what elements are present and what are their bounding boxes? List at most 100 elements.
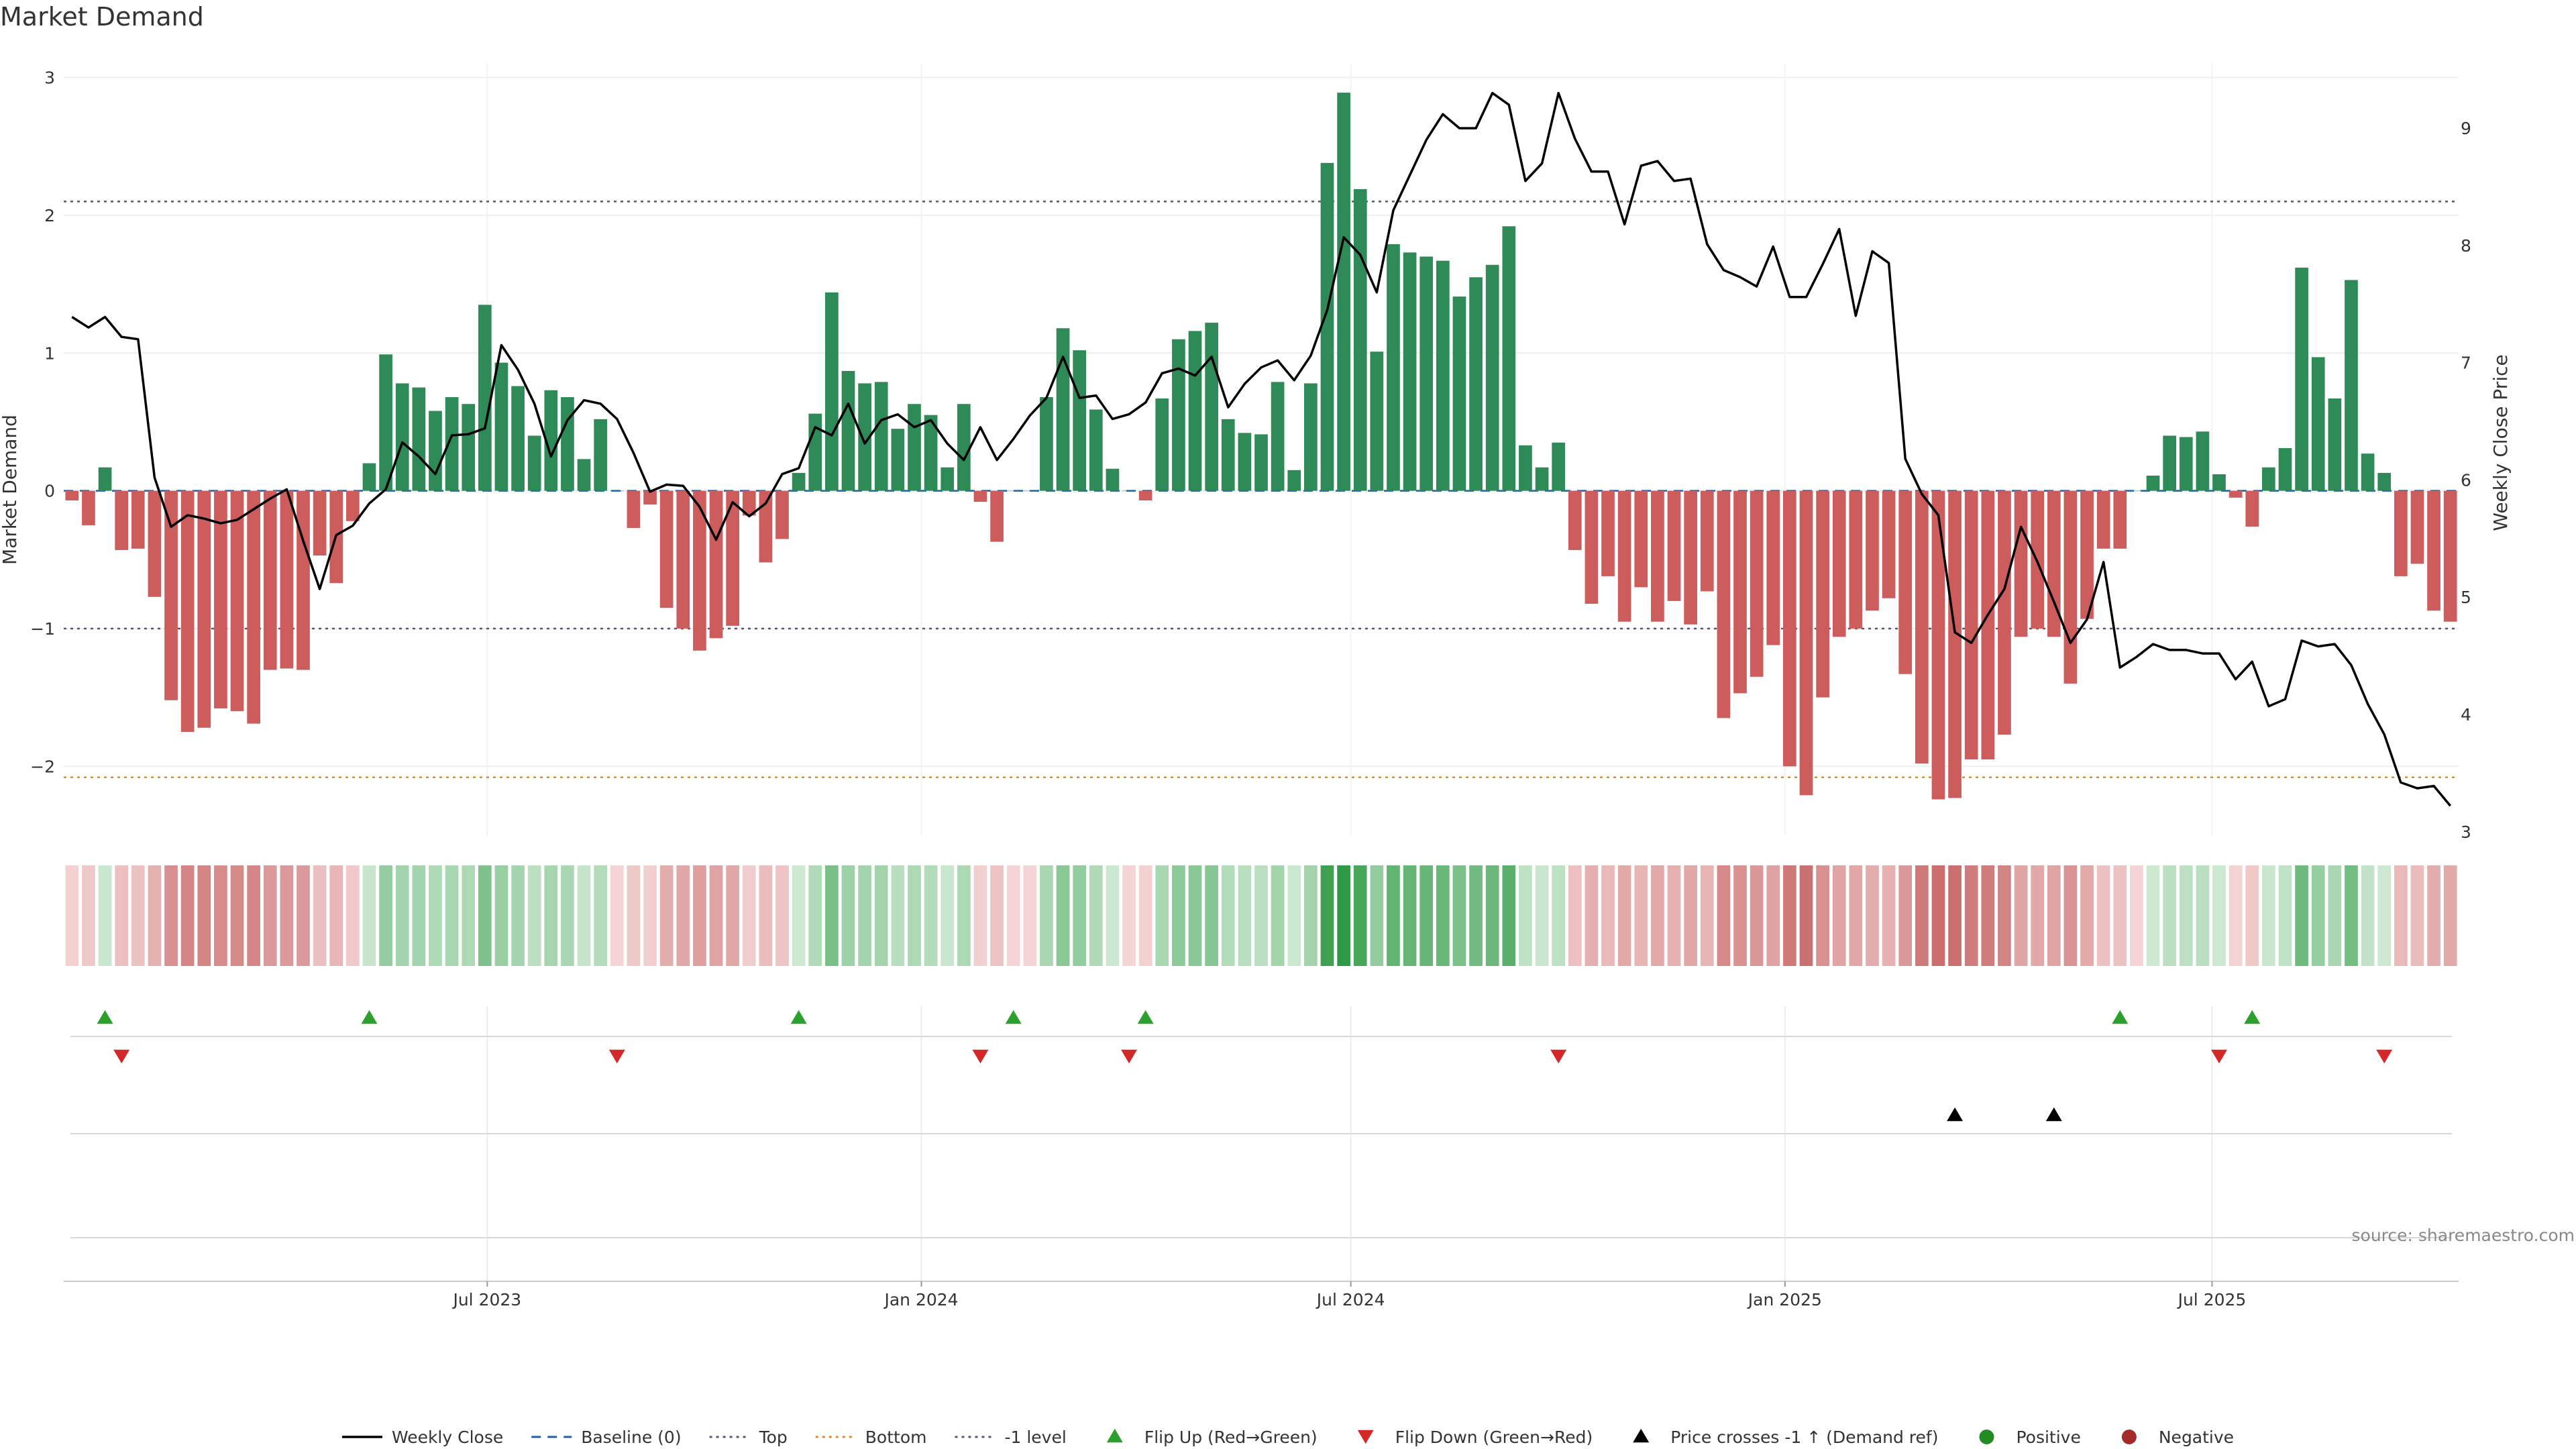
legend-item: Flip Down (Green→Red) bbox=[1357, 1428, 1593, 1447]
flip-up-marker bbox=[1005, 1010, 1022, 1024]
demand-bar bbox=[395, 383, 409, 491]
heat-cell bbox=[1898, 865, 1913, 966]
heat-cell bbox=[627, 865, 641, 966]
heat-cell bbox=[2245, 865, 2259, 966]
heat-cell bbox=[1436, 865, 1450, 966]
heat-cell bbox=[527, 865, 541, 966]
heat-cell bbox=[1006, 865, 1020, 966]
heat-cell bbox=[1684, 865, 1697, 966]
heat-cell bbox=[775, 865, 789, 966]
demand-bar bbox=[1403, 252, 1417, 491]
demand-bar bbox=[841, 370, 855, 491]
heat-cell bbox=[1040, 865, 1053, 966]
demand-bar bbox=[379, 354, 392, 491]
demand-bar bbox=[65, 490, 79, 500]
demand-bar bbox=[2229, 490, 2243, 498]
demand-bar bbox=[1469, 277, 1483, 491]
heat-cell bbox=[478, 865, 492, 966]
heat-strip bbox=[65, 865, 2457, 966]
flip-up-marker bbox=[2244, 1010, 2261, 1024]
heat-cell bbox=[1535, 865, 1549, 966]
demand-bar bbox=[1915, 490, 1929, 764]
demand-bar bbox=[825, 292, 839, 491]
heat-cell bbox=[2229, 865, 2243, 966]
demand-bar bbox=[693, 490, 706, 651]
y2-tick-label: 5 bbox=[2461, 588, 2471, 607]
heat-cell bbox=[1023, 865, 1037, 966]
y-tick-label: 1 bbox=[44, 343, 55, 363]
heat-cell bbox=[1485, 865, 1499, 966]
heat-cell bbox=[676, 865, 690, 966]
y2-tick-label: 9 bbox=[2461, 119, 2471, 138]
heat-cell bbox=[2130, 865, 2143, 966]
legend-label: Price crosses -1 ↑ (Demand ref) bbox=[1670, 1428, 1938, 1447]
demand-bar bbox=[478, 305, 492, 491]
demand-bar bbox=[1287, 470, 1301, 491]
demand-bar bbox=[82, 490, 95, 525]
heat-cell bbox=[1617, 865, 1631, 966]
demand-bar bbox=[1866, 490, 1879, 611]
demand-bar bbox=[577, 459, 591, 491]
heat-cell bbox=[1221, 865, 1235, 966]
heat-cell bbox=[214, 865, 227, 966]
flip-up-marker bbox=[790, 1010, 807, 1024]
demand-bar bbox=[808, 413, 822, 491]
heat-cell bbox=[1816, 865, 1829, 966]
heat-cell bbox=[1733, 865, 1747, 966]
heat-cell bbox=[1188, 865, 1202, 966]
legend-label: Positive bbox=[2016, 1428, 2080, 1447]
demand-bar bbox=[1419, 256, 1434, 491]
heat-cell bbox=[2443, 865, 2457, 966]
heat-cell bbox=[1320, 865, 1334, 966]
y2-tick-label: 3 bbox=[2461, 822, 2471, 842]
weekly-close-line bbox=[71, 91, 2452, 807]
heat-cell bbox=[808, 865, 822, 966]
heat-cell bbox=[1799, 865, 1813, 966]
demand-bar bbox=[1370, 352, 1384, 491]
demand-bar bbox=[1073, 350, 1087, 491]
heat-cell bbox=[908, 865, 921, 966]
heat-cell bbox=[2031, 865, 2045, 966]
heat-cell bbox=[1172, 865, 1185, 966]
demand-bar bbox=[1006, 490, 1020, 492]
heat-cell bbox=[594, 865, 608, 966]
demand-bar bbox=[1601, 490, 1615, 576]
heat-cell bbox=[346, 865, 360, 966]
demand-bar bbox=[1023, 490, 1037, 492]
demand-bar bbox=[445, 396, 459, 491]
demand-bar bbox=[643, 490, 657, 505]
demand-bar bbox=[180, 490, 195, 732]
heat-cell bbox=[577, 865, 591, 966]
heat-cell bbox=[2179, 865, 2193, 966]
demand-bar bbox=[1387, 244, 1400, 491]
flip-down-marker bbox=[2211, 1049, 2227, 1064]
demand-bar bbox=[2245, 490, 2259, 527]
demand-bar bbox=[1634, 490, 1648, 588]
heat-cell bbox=[2262, 865, 2275, 966]
demand-bar bbox=[98, 467, 112, 491]
heat-cell bbox=[792, 865, 806, 966]
legend-item: Price crosses -1 ↑ (Demand ref) bbox=[1633, 1428, 1938, 1447]
legend-swatch bbox=[1106, 1428, 1123, 1443]
legend-label: Weekly Close bbox=[392, 1428, 503, 1447]
demand-bar bbox=[280, 490, 294, 669]
x-tick-label: Jan 2024 bbox=[883, 1290, 958, 1309]
legend-label: -1 level bbox=[1004, 1428, 1066, 1447]
heat-cell bbox=[1981, 865, 1995, 966]
heat-cell bbox=[742, 865, 756, 966]
heat-cell bbox=[1915, 865, 1929, 966]
heat-cell bbox=[2212, 865, 2226, 966]
heat-cell bbox=[858, 865, 871, 966]
legend-item: Baseline (0) bbox=[531, 1428, 682, 1447]
heat-cell bbox=[693, 865, 706, 966]
heat-cell bbox=[1138, 865, 1152, 966]
legend-label: Flip Up (Red→Green) bbox=[1144, 1428, 1318, 1447]
demand-bar bbox=[2361, 453, 2375, 491]
demand-bar bbox=[230, 490, 244, 712]
demand-bar bbox=[1964, 490, 1978, 760]
heat-cell bbox=[544, 865, 558, 966]
demand-bar bbox=[1617, 490, 1631, 622]
heat-cell bbox=[1700, 865, 1714, 966]
heat-cell bbox=[379, 865, 392, 966]
heat-cell bbox=[2047, 865, 2061, 966]
